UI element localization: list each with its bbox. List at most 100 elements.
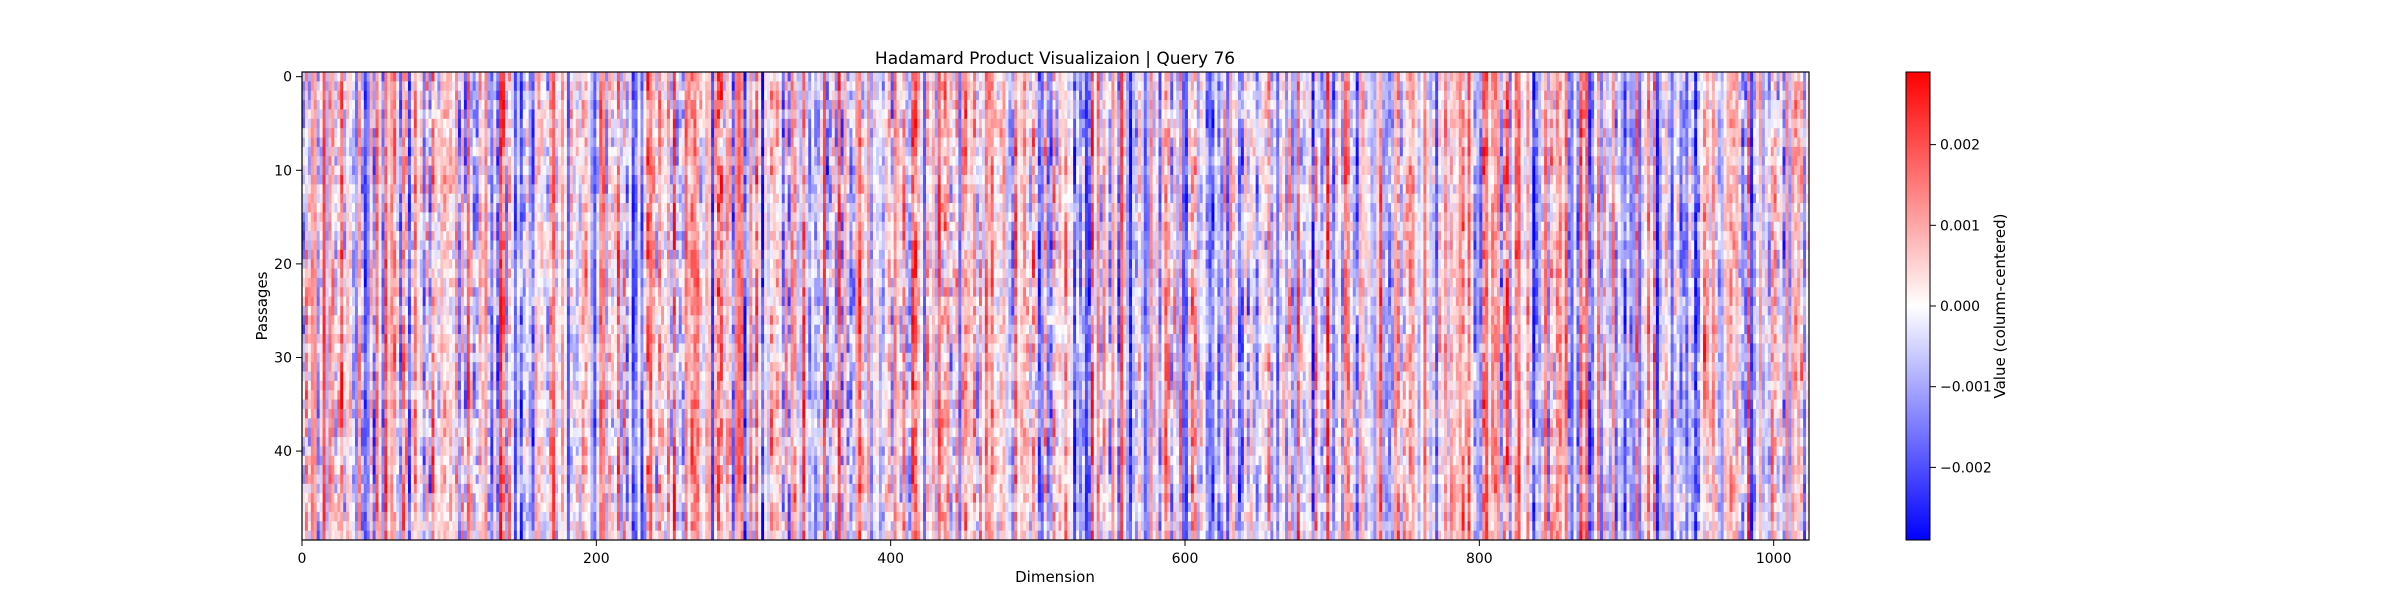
- heatmap-cell: [340, 474, 343, 484]
- heatmap-cell: [537, 203, 540, 213]
- heatmap-cell: [576, 240, 579, 250]
- heatmap-cell: [473, 119, 476, 129]
- heatmap-cell: [526, 521, 529, 531]
- heatmap-cell: [361, 409, 364, 419]
- heatmap-cell: [443, 184, 446, 194]
- heatmap-cell: [564, 512, 567, 522]
- heatmap-cell: [540, 138, 543, 148]
- heatmap-cell: [331, 91, 334, 101]
- heatmap-cell: [570, 456, 573, 466]
- heatmap-cell: [426, 203, 429, 213]
- heatmap-cell: [549, 231, 552, 241]
- heatmap-cell: [340, 231, 343, 241]
- heatmap-cell: [381, 512, 384, 522]
- heatmap-cell: [570, 315, 573, 325]
- heatmap-cell: [346, 259, 349, 269]
- heatmap-cell: [337, 437, 340, 447]
- heatmap-cell: [373, 72, 376, 82]
- heatmap-cell: [355, 91, 358, 101]
- heatmap-cell: [576, 531, 579, 541]
- heatmap-cell: [346, 521, 349, 531]
- heatmap-cell: [328, 531, 331, 541]
- heatmap-cell: [526, 512, 529, 522]
- heatmap-cell: [317, 306, 320, 316]
- heatmap-cell: [346, 269, 349, 279]
- heatmap-cell: [487, 381, 490, 391]
- heatmap-cell: [331, 297, 334, 307]
- heatmap-cell: [443, 166, 446, 176]
- heatmap-cell: [411, 437, 414, 447]
- heatmap-cell: [579, 194, 582, 204]
- heatmap-cell: [343, 297, 346, 307]
- heatmap-cell: [305, 269, 308, 279]
- heatmap-cell: [331, 325, 334, 335]
- heatmap-cell: [411, 400, 414, 410]
- heatmap-cell: [320, 428, 323, 438]
- heatmap-cell: [520, 194, 523, 204]
- heatmap-cell: [493, 381, 496, 391]
- heatmap-cell: [458, 493, 461, 503]
- heatmap-cell: [576, 72, 579, 82]
- heatmap-cell: [505, 109, 508, 119]
- heatmap-cell: [540, 315, 543, 325]
- heatmap-cell: [479, 400, 482, 410]
- heatmap-cell: [458, 156, 461, 166]
- heatmap-cell: [467, 315, 470, 325]
- heatmap-cell: [367, 400, 370, 410]
- heatmap-cell: [370, 465, 373, 475]
- heatmap-cell: [593, 156, 596, 166]
- heatmap-cell: [590, 240, 593, 250]
- heatmap-cell: [437, 456, 440, 466]
- heatmap-cell: [564, 81, 567, 91]
- heatmap-cell: [426, 212, 429, 222]
- heatmap-cell: [396, 72, 399, 82]
- heatmap-cell: [464, 362, 467, 372]
- heatmap-cell: [393, 100, 396, 110]
- heatmap-cell: [464, 493, 467, 503]
- heatmap-cell: [361, 372, 364, 382]
- heatmap-cell: [490, 381, 493, 391]
- heatmap-cell: [379, 381, 382, 391]
- heatmap-cell: [490, 166, 493, 176]
- heatmap-cell: [579, 297, 582, 307]
- heatmap-cell: [452, 521, 455, 531]
- heatmap-cell: [326, 138, 329, 148]
- heatmap-cell: [311, 381, 314, 391]
- heatmap-cell: [458, 362, 461, 372]
- heatmap-cell: [517, 81, 520, 91]
- heatmap-cell: [479, 456, 482, 466]
- heatmap-cell: [396, 175, 399, 185]
- heatmap-cell: [402, 315, 405, 325]
- heatmap-cell: [434, 287, 437, 297]
- heatmap-cell: [532, 493, 535, 503]
- heatmap-cell: [305, 175, 308, 185]
- heatmap-cell: [308, 353, 311, 363]
- heatmap-cell: [570, 343, 573, 353]
- heatmap-cell: [543, 240, 546, 250]
- heatmap-cell: [511, 119, 514, 129]
- heatmap-cell: [484, 287, 487, 297]
- heatmap-cell: [567, 400, 570, 410]
- heatmap-cell: [499, 484, 502, 494]
- heatmap-cell: [367, 231, 370, 241]
- heatmap-cell: [343, 259, 346, 269]
- heatmap-cell: [532, 325, 535, 335]
- heatmap-cell: [349, 484, 352, 494]
- heatmap-cell: [482, 287, 485, 297]
- heatmap-cell: [420, 325, 423, 335]
- heatmap-cell: [502, 390, 505, 400]
- heatmap-cell: [361, 100, 364, 110]
- heatmap-cell: [381, 147, 384, 157]
- heatmap-cell: [426, 278, 429, 288]
- heatmap-cell: [537, 353, 540, 363]
- heatmap-cell: [564, 119, 567, 129]
- heatmap-cell: [576, 138, 579, 148]
- heatmap-cell: [520, 325, 523, 335]
- heatmap-cell: [311, 222, 314, 232]
- heatmap-cell: [570, 240, 573, 250]
- heatmap-cell: [582, 212, 585, 222]
- heatmap-cell: [384, 390, 387, 400]
- heatmap-cell: [343, 166, 346, 176]
- heatmap-cell: [567, 512, 570, 522]
- heatmap-cell: [387, 212, 390, 222]
